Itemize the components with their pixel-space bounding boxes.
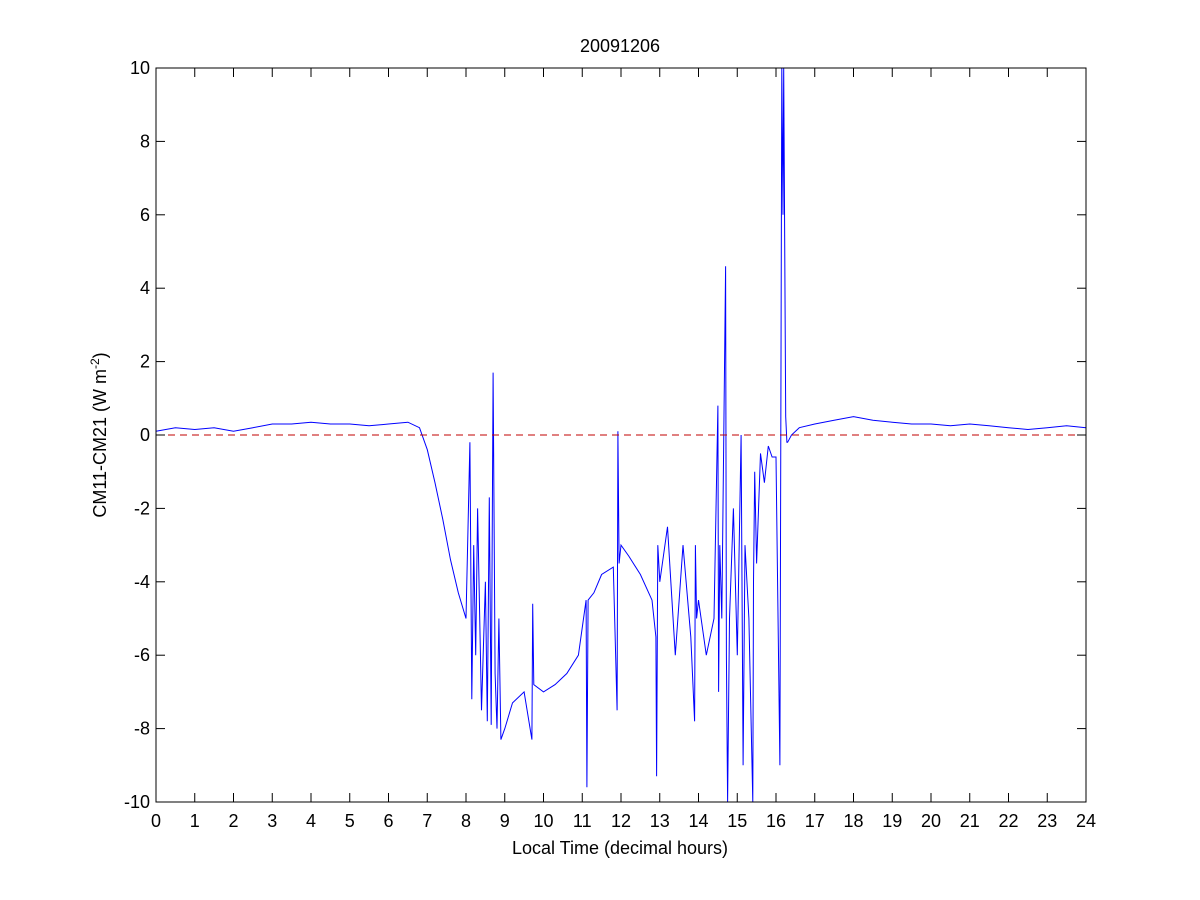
x-tick-label: 9 bbox=[500, 811, 510, 831]
x-tick-label: 16 bbox=[766, 811, 786, 831]
y-tick-label: -2 bbox=[134, 498, 150, 518]
y-tick-label: 4 bbox=[140, 278, 150, 298]
x-tick-label: 18 bbox=[843, 811, 863, 831]
x-tick-label: 1 bbox=[190, 811, 200, 831]
y-tick-label: -6 bbox=[134, 645, 150, 665]
y-axis-label-close: ) bbox=[90, 352, 110, 358]
x-tick-label: 7 bbox=[422, 811, 432, 831]
x-tick-label: 5 bbox=[345, 811, 355, 831]
x-axis-label: Local Time (decimal hours) bbox=[512, 838, 728, 858]
y-tick-label: 10 bbox=[130, 58, 150, 78]
x-tick-label: 11 bbox=[573, 811, 592, 831]
plot-area: 0 1 2 3 4 5 6 7 8 9 10 11 12 13 14 15 16 17 18 19 20 21 22 23 24… bbox=[124, 58, 1096, 831]
x-tick-label: 23 bbox=[1037, 811, 1057, 831]
y-axis-ticks: -10 -8 -6 -4 -2 0 2 4 6 8 10 bbox=[124, 58, 1086, 812]
x-tick-label: 21 bbox=[960, 811, 980, 831]
y-tick-label: -10 bbox=[124, 792, 150, 812]
x-tick-label: 12 bbox=[611, 811, 631, 831]
x-tick-label: 24 bbox=[1076, 811, 1096, 831]
y-axis-label: CM11-CM21 (W m-2) bbox=[88, 352, 110, 517]
x-tick-label: 8 bbox=[461, 811, 471, 831]
plot-background bbox=[156, 68, 1086, 802]
x-tick-label: 15 bbox=[727, 811, 747, 831]
y-tick-label: 2 bbox=[140, 352, 150, 372]
y-tick-label: 0 bbox=[140, 425, 150, 445]
y-tick-label: 8 bbox=[140, 131, 150, 151]
x-tick-label: 13 bbox=[650, 811, 670, 831]
x-tick-label: 4 bbox=[306, 811, 316, 831]
x-tick-label: 0 bbox=[151, 811, 161, 831]
y-axis-label-superscript: -2 bbox=[88, 358, 102, 369]
x-axis-ticks: 0 1 2 3 4 5 6 7 8 9 10 11 12 13 14 15 16 17 18 19 20 21 22 23 24 bbox=[151, 68, 1096, 831]
y-axis-label-main: CM11-CM21 (W m bbox=[90, 369, 110, 518]
x-tick-label: 14 bbox=[688, 811, 708, 831]
series-line-1 bbox=[155, 67, 1087, 803]
x-tick-label: 6 bbox=[383, 811, 393, 831]
x-tick-label: 2 bbox=[228, 811, 238, 831]
x-tick-label: 19 bbox=[882, 811, 902, 831]
x-tick-label: 17 bbox=[805, 811, 825, 831]
x-tick-label: 22 bbox=[998, 811, 1018, 831]
series-layer bbox=[155, 67, 1087, 803]
x-tick-label: 10 bbox=[533, 811, 553, 831]
y-tick-label: -8 bbox=[134, 719, 150, 739]
y-tick-label: 6 bbox=[140, 205, 150, 225]
chart-title: 20091206 bbox=[580, 36, 660, 56]
x-tick-label: 20 bbox=[921, 811, 941, 831]
x-tick-label: 3 bbox=[267, 811, 277, 831]
y-tick-label: -4 bbox=[134, 572, 150, 592]
